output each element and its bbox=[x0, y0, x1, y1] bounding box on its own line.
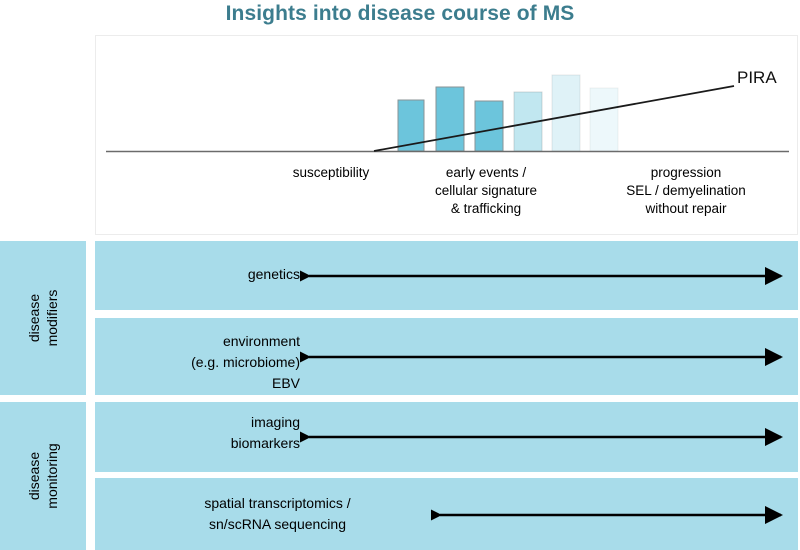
category-label-line-1: disease bbox=[26, 451, 42, 501]
row-genetics: genetics bbox=[95, 241, 798, 310]
category-label-disease-modifiers: disease modifiers bbox=[25, 290, 61, 347]
disease-course-chart-panel: PIRA susceptibility early events / cellu… bbox=[95, 35, 798, 235]
category-block-disease-monitoring: disease monitoring bbox=[0, 402, 86, 550]
category-label-line-2: modifiers bbox=[44, 289, 60, 347]
double-arrow-environment-ebv bbox=[300, 348, 784, 366]
category-label-disease-monitoring: disease monitoring bbox=[25, 443, 61, 508]
double-arrow-imaging-biomarkers bbox=[300, 428, 784, 446]
bar-group bbox=[397, 74, 619, 152]
bar-6 bbox=[589, 87, 619, 152]
row-imaging-biomarkers: imaging biomarkers bbox=[95, 402, 798, 472]
phase-label-early-events: early events / cellular signature & traf… bbox=[434, 165, 538, 216]
phase-label-susceptibility: susceptibility bbox=[292, 165, 370, 180]
phase-label-progression: progression SEL / demyelination without … bbox=[626, 165, 746, 216]
row-label-environment-ebv: environment (e.g. microbiome) EBV bbox=[191, 333, 300, 391]
row-label-genetics: genetics bbox=[247, 266, 300, 282]
figure-title: Insights into disease course of MS bbox=[225, 2, 575, 25]
row-label-imaging-biomarkers: imaging biomarkers bbox=[230, 414, 300, 451]
category-label-line-2: monitoring bbox=[44, 443, 60, 509]
category-block-disease-modifiers: disease modifiers bbox=[0, 241, 86, 395]
bar-5 bbox=[551, 74, 581, 152]
pira-trend-line bbox=[373, 85, 735, 152]
double-arrow-spatial-transcriptomics bbox=[431, 506, 784, 524]
double-arrow-genetics bbox=[300, 267, 784, 285]
bar-2 bbox=[435, 86, 465, 152]
bar-3 bbox=[474, 100, 504, 152]
row-label-spatial-transcriptomics: spatial transcriptomics / sn/scRNA seque… bbox=[204, 495, 351, 532]
category-label-line-1: disease bbox=[26, 293, 42, 343]
bar-1 bbox=[397, 99, 425, 152]
row-spatial-transcriptomics: spatial transcriptomics / sn/scRNA seque… bbox=[95, 478, 798, 550]
pira-label: PIRA bbox=[737, 68, 777, 87]
disease-course-bar-chart bbox=[106, 74, 789, 153]
row-environment-ebv: environment (e.g. microbiome) EBV bbox=[95, 318, 798, 395]
